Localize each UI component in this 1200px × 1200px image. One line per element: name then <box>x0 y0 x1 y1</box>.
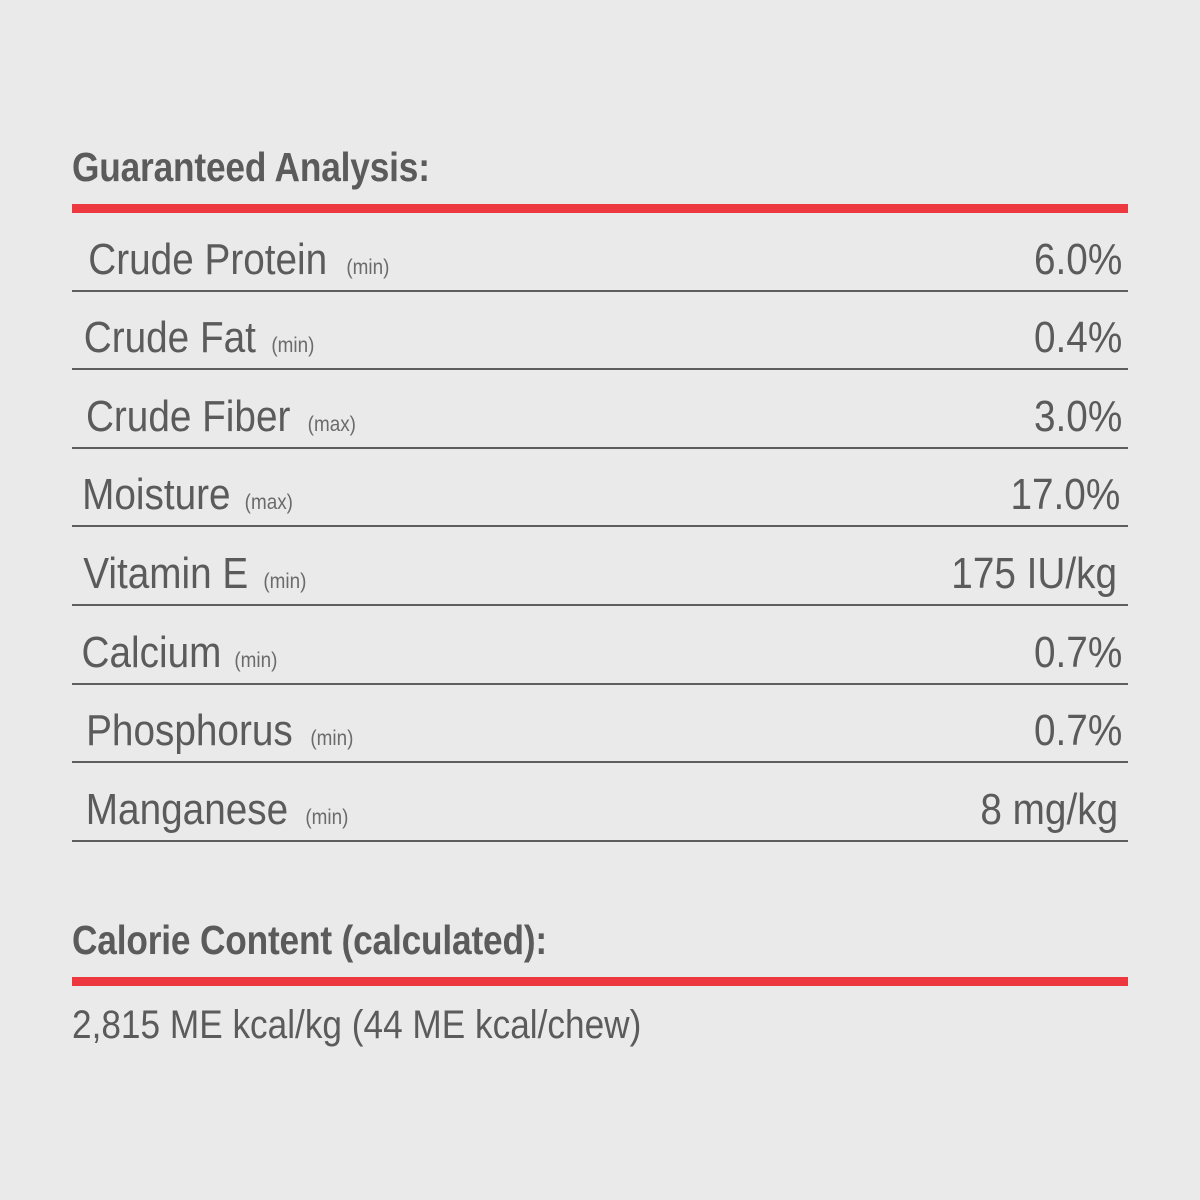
table-row: Vitamin E (min) 175 IU/kg <box>72 527 1128 606</box>
table-row: Phosphorus (min) 0.7% <box>72 685 1128 764</box>
nutrient-qualifier: (min) <box>346 255 390 279</box>
calorie-content-accent-bar <box>72 977 1128 986</box>
nutrient-name: Phosphorus <box>86 706 293 756</box>
nutrient-name: Vitamin E <box>83 548 249 598</box>
guaranteed-analysis-heading: Guaranteed Analysis: <box>72 144 430 190</box>
calorie-content-value: 2,815 ME kcal/kg (44 ME kcal/chew) <box>72 1003 642 1047</box>
nutrient-qualifier: (min) <box>234 648 278 672</box>
nutrient-qualifier: (max) <box>307 412 357 436</box>
nutrient-name: Crude Protein <box>88 234 328 284</box>
nutrient-value: 0.7% <box>1033 627 1122 677</box>
nutrient-value: 17.0% <box>1010 470 1121 520</box>
table-row: Crude Protein (min) 6.0% <box>72 213 1128 292</box>
table-row: Moisture (max) 17.0% <box>72 449 1128 528</box>
nutrient-name: Crude Fiber <box>85 391 291 441</box>
nutrient-value: 175 IU/kg <box>950 548 1117 598</box>
nutrient-qualifier: (min) <box>262 569 306 593</box>
nutrient-value: 3.0% <box>1033 391 1122 441</box>
nutrient-value: 8 mg/kg <box>980 784 1119 834</box>
nutrient-name: Moisture <box>82 470 231 520</box>
table-row: Manganese (min) 8 mg/kg <box>72 763 1128 842</box>
nutrient-qualifier: (min) <box>305 805 349 829</box>
nutrition-label-panel: Guaranteed Analysis: Crude Protein (min)… <box>72 0 1128 1200</box>
nutrient-value: 0.7% <box>1033 706 1122 756</box>
nutrient-qualifier: (max) <box>244 491 293 515</box>
nutrient-name: Manganese <box>85 784 289 834</box>
nutrient-value: 6.0% <box>1033 234 1122 284</box>
nutrient-name: Crude Fat <box>83 313 256 363</box>
table-row: Calcium (min) 0.7% <box>72 606 1128 685</box>
table-row: Crude Fat (min) 0.4% <box>72 292 1128 371</box>
nutrient-qualifier: (min) <box>310 727 354 751</box>
guaranteed-analysis-table: Crude Protein (min) 6.0% Crude Fat (min)… <box>72 213 1128 842</box>
nutrient-value: 0.4% <box>1033 313 1122 363</box>
table-row: Crude Fiber (max) 3.0% <box>72 370 1128 449</box>
nutrient-name: Calcium <box>81 627 222 677</box>
calorie-content-heading: Calorie Content (calculated): <box>72 917 548 963</box>
guaranteed-analysis-accent-bar <box>72 204 1128 213</box>
nutrient-qualifier: (min) <box>271 334 315 358</box>
